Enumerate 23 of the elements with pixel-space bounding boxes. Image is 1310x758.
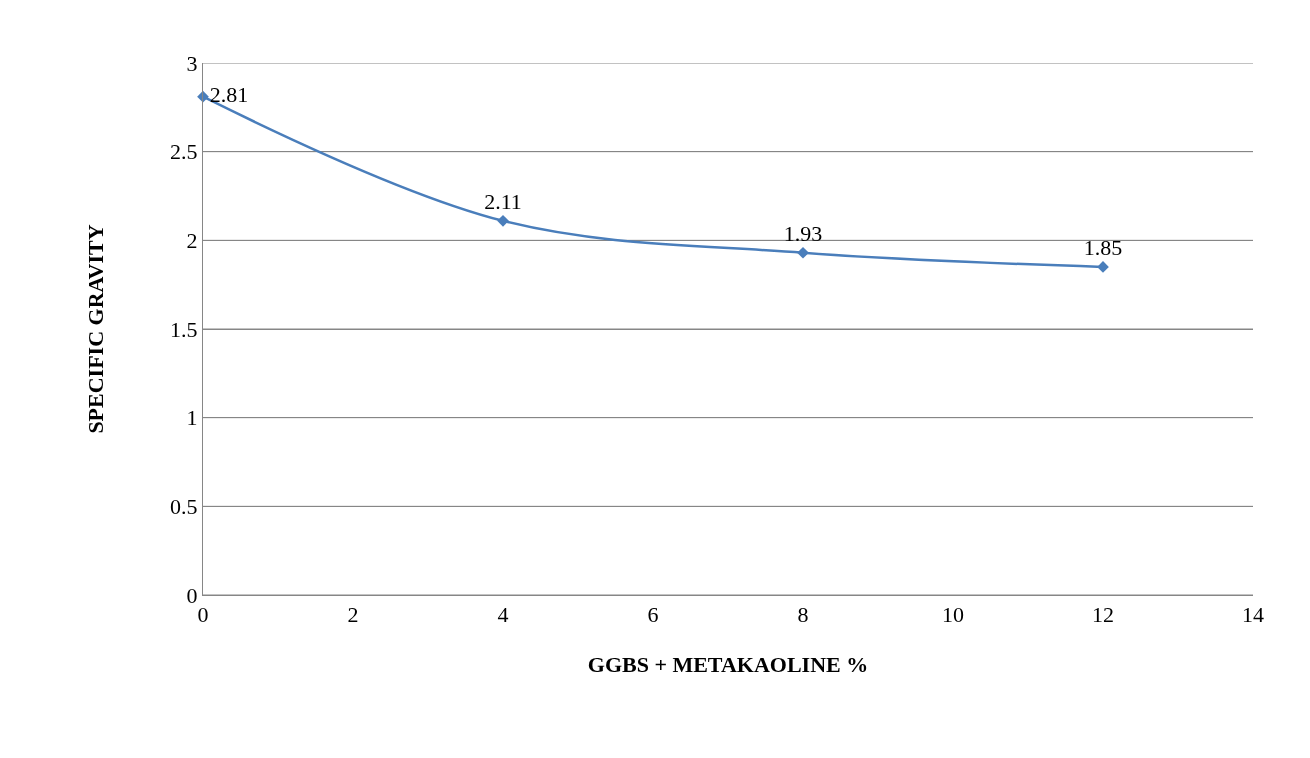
point [797, 246, 809, 259]
x-tick-label: 14 [1242, 602, 1264, 628]
y-tick-label: 1 [186, 405, 198, 431]
data-label: 1.93 [783, 220, 823, 246]
x-tick-label: 10 [942, 602, 964, 628]
x-tick-label: 2 [347, 602, 359, 628]
data-label: 1.85 [1083, 234, 1123, 260]
y-tick-label: 2 [186, 228, 198, 254]
x-tick-label: 6 [647, 602, 659, 628]
y-axis-title: SPECIFIC GRAVITY [82, 224, 108, 434]
x-axis-title: GGBS + METAKAOLINE % [587, 652, 869, 678]
x-tick-label: 8 [797, 602, 809, 628]
y-tick-label: 1.5 [170, 316, 198, 342]
y-tick-label: 3 [186, 50, 198, 76]
point [197, 90, 209, 103]
x-tick-label: 4 [497, 602, 509, 628]
y-tick-label: 2.5 [170, 139, 198, 165]
x-tick-label: 12 [1092, 602, 1114, 628]
y-tick-label: 0 [186, 582, 198, 608]
y-tick-label: 0.5 [170, 494, 198, 520]
data-label: 2.81 [209, 82, 249, 108]
point [497, 214, 509, 227]
data-label: 2.11 [484, 188, 522, 214]
